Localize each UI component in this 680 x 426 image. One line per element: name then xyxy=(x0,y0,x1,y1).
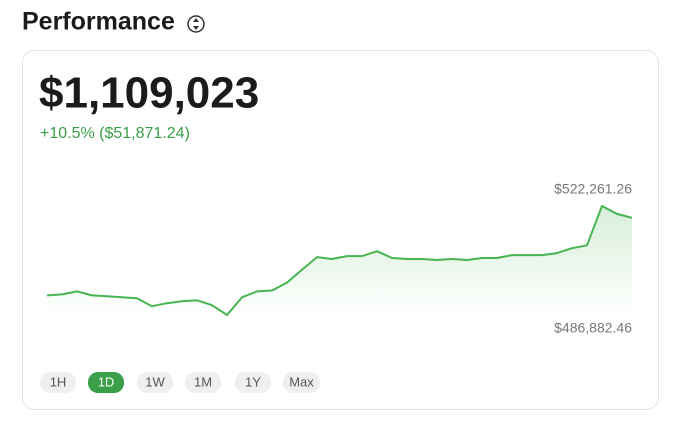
range-label[interactable]: 1Y xyxy=(245,374,261,389)
range-button[interactable] xyxy=(185,372,221,393)
line xyxy=(46,205,633,316)
section-title: Performance xyxy=(22,8,175,36)
change: +10.5% ($51,871.24) xyxy=(40,125,190,142)
low-label: $486,882.46 xyxy=(554,320,632,336)
range-label[interactable]: 1D xyxy=(98,374,115,389)
info-icon[interactable] xyxy=(187,15,205,33)
balance: $1,109,023 xyxy=(39,69,259,118)
card xyxy=(22,50,659,410)
range-label[interactable]: 1H xyxy=(50,374,67,389)
area xyxy=(47,206,632,315)
range-button[interactable] xyxy=(235,372,271,393)
range-button[interactable] xyxy=(283,372,320,393)
range-button[interactable] xyxy=(40,372,76,393)
range-button[interactable] xyxy=(137,372,173,393)
plot: $522,261.26 $486,882.46 xyxy=(46,181,633,336)
range-label[interactable]: 1M xyxy=(194,374,212,389)
range-selector: 1H 1D 1W 1M 1Y Max xyxy=(40,372,320,393)
range-label[interactable]: 1W xyxy=(145,374,165,389)
range-button[interactable] xyxy=(88,372,124,393)
range-label[interactable]: Max xyxy=(289,374,314,389)
high-label: $522,261.26 xyxy=(554,181,632,197)
